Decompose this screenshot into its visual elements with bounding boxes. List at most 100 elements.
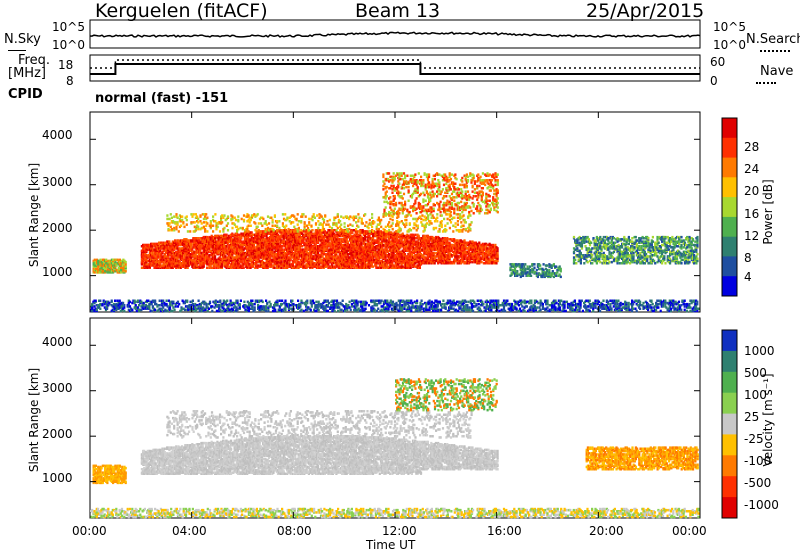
power-main-echo — [496, 254, 499, 257]
nsky-tick-top-left: 10^5 — [52, 20, 85, 34]
power-main-echo — [177, 248, 180, 251]
power-main-echo — [422, 245, 425, 248]
power-main-echo — [169, 257, 172, 260]
power-main-echo — [179, 250, 182, 254]
power-main-echo — [374, 255, 377, 258]
power-main-echo — [312, 232, 315, 235]
power-main-echo — [321, 255, 324, 258]
power-main-echo — [445, 249, 448, 252]
power-main-echo — [278, 256, 281, 259]
power-main-echo — [418, 266, 421, 269]
power-main-echo — [196, 237, 200, 240]
power-ytick-4000: 4000 — [42, 128, 73, 142]
power-main-echo — [190, 249, 193, 252]
power-main-echo — [496, 251, 499, 255]
nave-trace — [90, 59, 700, 69]
power-main-echo — [305, 246, 308, 249]
power-ytick-1000: 1000 — [42, 265, 73, 279]
power-main-echo — [303, 251, 306, 255]
power-main-echo — [187, 248, 190, 251]
nsearch-legend-line — [760, 50, 790, 52]
power-main-echo — [257, 233, 260, 237]
power-main-echo — [496, 249, 499, 252]
power-main-echo — [195, 255, 198, 258]
station-title: Kerguelen (fitACF) — [95, 0, 268, 22]
power-main-echo — [250, 231, 253, 234]
power-main-echo — [145, 260, 148, 264]
power-main-echo — [147, 247, 150, 250]
power-main-echo — [352, 250, 355, 254]
power-main-echo — [495, 262, 498, 265]
power-main-echo — [169, 242, 172, 246]
power-main-echo — [294, 260, 297, 264]
freq-tick-top: 18 — [58, 58, 74, 72]
nave-legend-line — [756, 82, 776, 84]
power-main-echo — [276, 242, 280, 246]
power-upper-echo — [166, 217, 169, 221]
power-main-echo — [366, 230, 369, 233]
power-main-echo — [252, 243, 256, 247]
power-main-echo — [416, 250, 419, 254]
power-main-echo — [155, 255, 158, 258]
power-main-echo — [390, 231, 393, 234]
power-main-echo — [283, 232, 286, 235]
power-main-echo — [385, 235, 388, 239]
power-main-echo — [147, 263, 150, 266]
power-main-echo — [496, 247, 499, 250]
freq-frame — [89, 54, 701, 82]
power-main-echo — [169, 264, 172, 267]
power-main-echo — [288, 263, 291, 266]
power-main-echo — [178, 259, 181, 263]
power-main-echo — [369, 254, 372, 257]
power-main-echo — [187, 259, 190, 263]
power-main-echo — [463, 257, 466, 260]
power-main-echo — [147, 254, 150, 257]
power-main-echo — [198, 259, 201, 263]
power-main-echo — [225, 233, 228, 237]
power-main-echo — [217, 263, 220, 266]
freq-unit-label: [MHz] — [8, 66, 46, 81]
power-main-echo — [159, 249, 162, 252]
power-main-echo — [289, 257, 292, 260]
power-main-echo — [180, 256, 184, 259]
power-main-echo — [187, 251, 190, 255]
power-main-echo — [313, 239, 316, 242]
power-main-echo — [159, 245, 162, 248]
power-main-echo — [418, 250, 421, 254]
power-ytick-3000: 3000 — [42, 175, 73, 189]
velocity-ytick-3000: 3000 — [42, 381, 73, 395]
power-main-echo — [190, 246, 193, 249]
nsky-trace — [89, 31, 701, 38]
power-main-echo — [175, 259, 178, 263]
power-main-echo — [235, 249, 238, 252]
power-main-echo — [314, 243, 317, 247]
power-main-echo — [220, 263, 224, 266]
power-main-echo — [322, 242, 325, 246]
power-main-echo — [183, 248, 186, 251]
power-main-echo — [224, 255, 227, 258]
power-main-echo — [478, 241, 481, 244]
power-main-echo — [145, 258, 148, 262]
power-main-echo — [445, 254, 448, 257]
power-main-echo — [289, 245, 292, 248]
power-main-echo — [441, 237, 444, 240]
power-main-echo — [182, 239, 185, 242]
power-main-echo — [199, 248, 202, 251]
power-main-echo — [145, 263, 148, 266]
power-main-echo — [179, 262, 182, 265]
power-main-echo — [283, 259, 286, 263]
power-main-echo — [496, 259, 499, 263]
power-main-echo — [406, 255, 409, 258]
power-main-echo — [398, 239, 401, 242]
power-main-echo — [280, 231, 283, 234]
nsky-tick-bot-right: 10^0 — [713, 38, 746, 52]
power-main-echo — [145, 243, 148, 247]
power-main-echo — [175, 246, 178, 249]
power-main-echo — [185, 262, 188, 265]
power-main-echo — [371, 265, 375, 268]
power-main-echo — [190, 252, 193, 256]
power-main-echo — [195, 239, 198, 242]
power-main-echo — [331, 247, 334, 250]
power-main-echo — [177, 242, 180, 246]
